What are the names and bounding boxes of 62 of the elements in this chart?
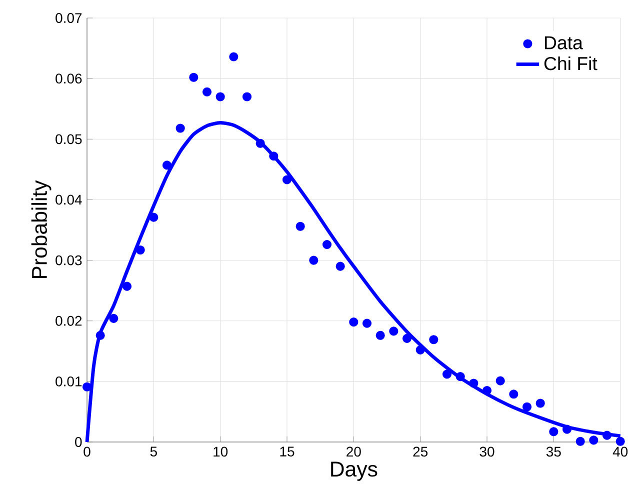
point: [482, 386, 492, 396]
x-tick-label: 10: [214, 446, 228, 457]
point: [469, 378, 478, 388]
point: [522, 402, 532, 412]
point: [96, 330, 105, 340]
point: [189, 72, 198, 82]
point: [229, 52, 238, 62]
point: [616, 436, 625, 446]
x-tick-label: 0: [84, 446, 90, 457]
point: [416, 345, 425, 354]
y-tick-label: 0.01: [56, 376, 82, 386]
legend-label: Data: [545, 36, 583, 50]
x-tick-label: 35: [546, 446, 561, 457]
point: [162, 160, 172, 170]
y-tick-label: 0.05: [56, 134, 82, 144]
point: [216, 92, 225, 102]
y-tick-label: 0.03: [56, 255, 82, 266]
point: [242, 92, 252, 102]
point: [136, 245, 145, 255]
point: [562, 424, 572, 434]
point: [122, 282, 132, 291]
x-axis-title: Days: [331, 462, 378, 481]
point: [429, 335, 438, 344]
point: [322, 240, 332, 250]
point: [309, 256, 318, 265]
y-tick-label: 0: [75, 437, 82, 447]
y-tick-label: 0.06: [56, 74, 82, 84]
x-tick-label: 30: [480, 446, 494, 457]
point: [149, 212, 158, 222]
point: [549, 427, 558, 436]
point: [376, 330, 385, 340]
point: [496, 376, 505, 386]
y-tick-label: 0.02: [56, 316, 82, 326]
x-tick-label: 40: [612, 446, 628, 457]
point: [336, 262, 345, 271]
point: [389, 326, 398, 336]
point: [256, 138, 265, 148]
point: [269, 152, 278, 161]
point: [362, 318, 372, 328]
point: [109, 314, 118, 323]
x-tick-label: 5: [150, 446, 157, 456]
x-tick-label: 25: [413, 446, 428, 457]
point: [602, 430, 612, 440]
point: [442, 370, 452, 379]
point: [589, 436, 598, 445]
point: [349, 318, 358, 327]
point: [296, 222, 305, 231]
point: [536, 398, 545, 408]
point: [509, 390, 518, 399]
point: [202, 87, 212, 96]
y-axis-title: Probability: [31, 180, 52, 278]
y-tick-label: 0.07: [56, 13, 82, 23]
point: [176, 124, 185, 133]
point: [576, 436, 585, 446]
point: [402, 334, 412, 343]
legend-label: Chi Fit: [544, 56, 598, 70]
point: [82, 382, 92, 392]
x-tick-label: 20: [346, 446, 361, 457]
x-tick-label: 15: [280, 446, 294, 456]
point: [282, 175, 292, 184]
y-tick-label: 0.04: [56, 194, 82, 205]
point: [456, 372, 465, 382]
